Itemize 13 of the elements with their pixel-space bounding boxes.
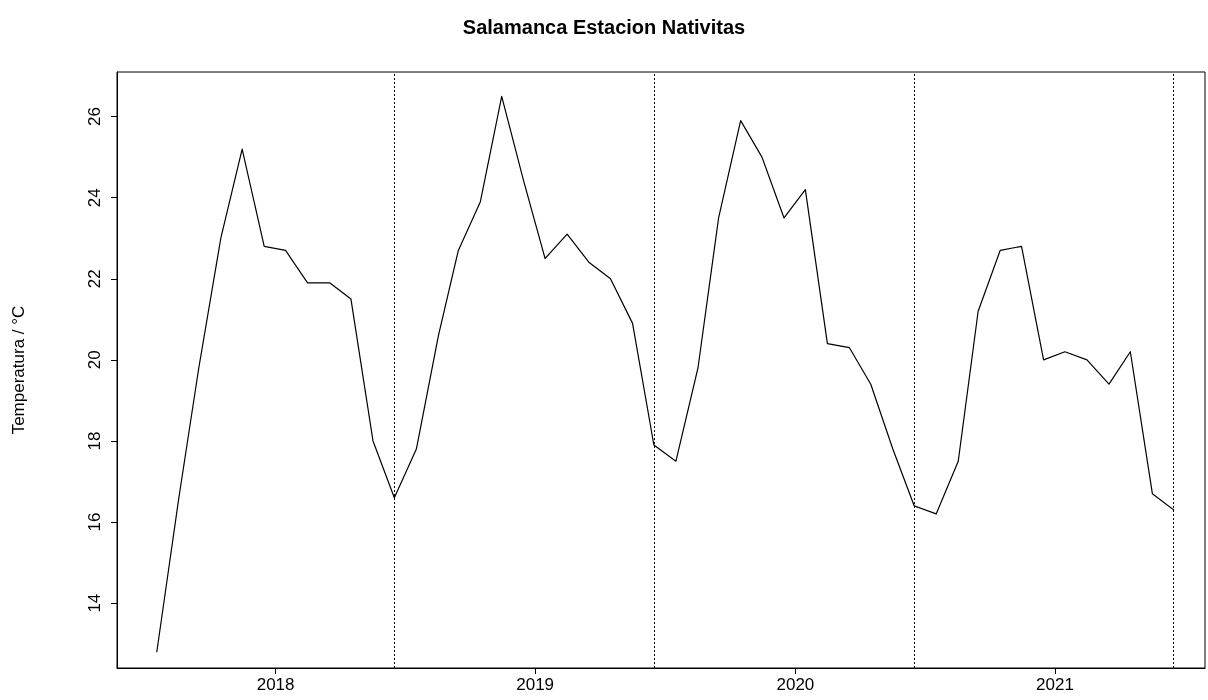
y-tick-label: 24 <box>85 188 104 208</box>
y-tick-label: 20 <box>85 350 104 370</box>
x-tick-label: 2020 <box>776 675 815 694</box>
y-axis-title: Temperatura / °C <box>9 305 28 435</box>
chart-title: Salamanca Estacion Nativitas <box>462 16 746 38</box>
y-tick-label: 26 <box>85 107 104 127</box>
y-tick-label: 18 <box>85 431 104 451</box>
x-tick-label: 2021 <box>1036 675 1074 694</box>
y-tick-label: 22 <box>85 269 104 289</box>
y-tick-label: 16 <box>85 512 104 532</box>
y-tick-label: 14 <box>85 593 104 613</box>
x-tick-label: 2019 <box>516 675 555 694</box>
x-tick-label: 2018 <box>256 675 295 694</box>
